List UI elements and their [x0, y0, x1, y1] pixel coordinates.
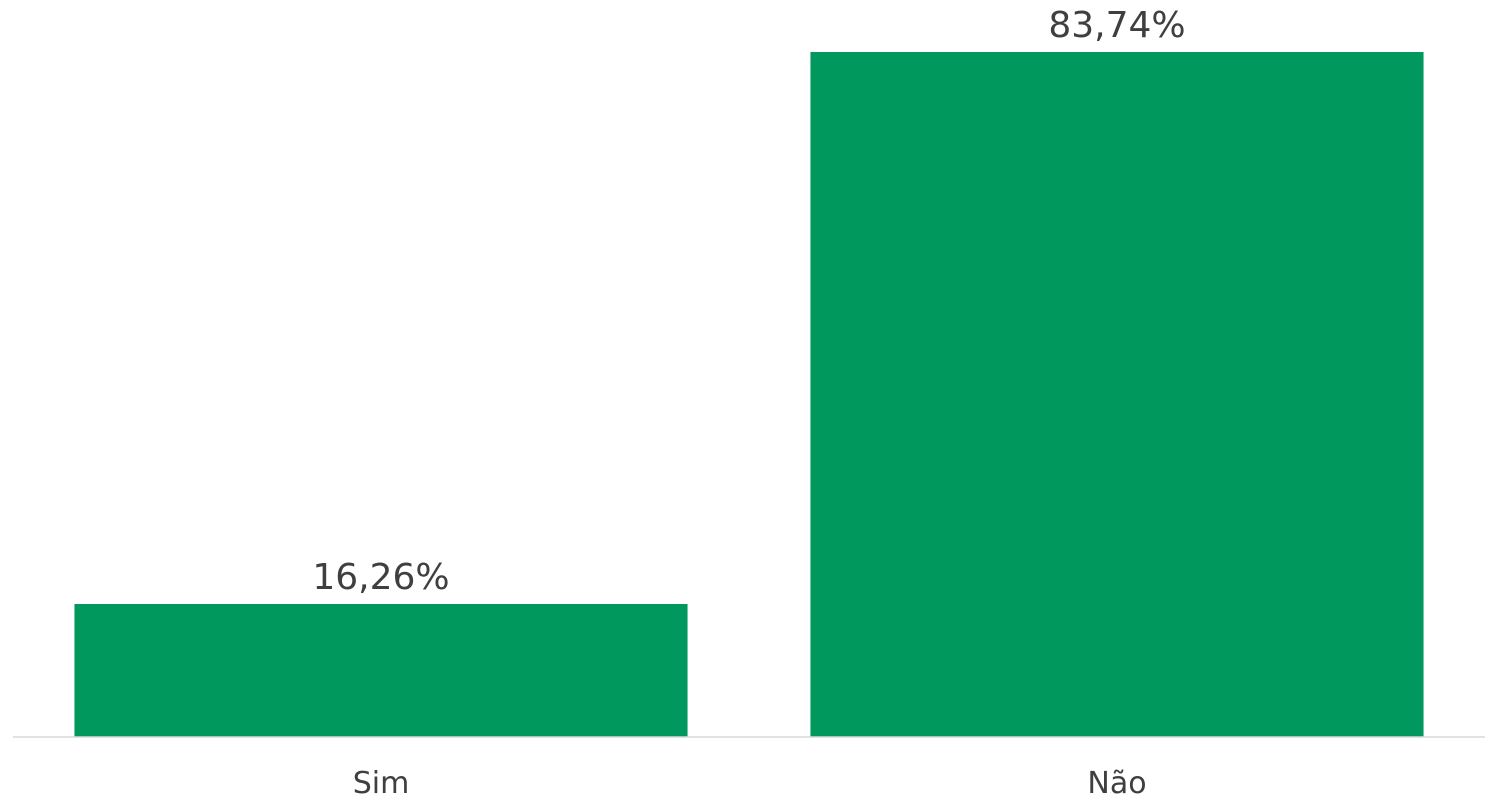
data-label: 16,26% — [312, 557, 449, 598]
x-tick-label: Sim — [353, 766, 410, 800]
bar-nao — [810, 52, 1424, 737]
data-label: 83,74% — [1048, 5, 1185, 46]
x-tick-label: Não — [1087, 766, 1146, 800]
data-labels-group: 16,26% 83,74% — [312, 5, 1185, 598]
bar-sim — [74, 603, 688, 737]
x-tick-labels-group: Sim Não — [353, 766, 1147, 800]
bars-group — [74, 52, 1424, 737]
